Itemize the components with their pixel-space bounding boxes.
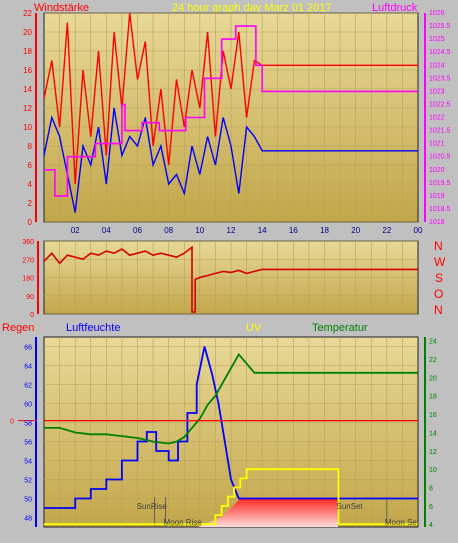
wind-panel-x-tick-label: 10 bbox=[195, 226, 204, 235]
direction-y-tick-label: 270 bbox=[22, 257, 34, 264]
temperature-y-tick-label: 10 bbox=[429, 467, 437, 474]
temperature-y-tick-label: 4 bbox=[429, 522, 433, 529]
wind-y-tick-label: 18 bbox=[23, 47, 32, 56]
wind-panel-x-tick-label: 02 bbox=[71, 226, 80, 235]
compass-label-o: O bbox=[434, 287, 443, 301]
temperature-line bbox=[44, 352, 418, 445]
regen-header: Regen bbox=[2, 322, 34, 334]
pressure-y-tick-label: 1018.5 bbox=[429, 206, 451, 213]
pressure-y-tick-label: 1022 bbox=[429, 115, 445, 122]
humidity-y-tick-label: 60 bbox=[24, 402, 32, 409]
pressure-y-tick-label: 1025 bbox=[429, 36, 445, 43]
wind-panel-x-tick-label: 22 bbox=[382, 226, 391, 235]
temperature-y-tick-label: 24 bbox=[429, 339, 437, 346]
solar-radiation-area bbox=[198, 498, 339, 527]
wind-y-tick-label: 0 bbox=[28, 218, 33, 227]
luftfeuchte-header: Luftfeuchte bbox=[66, 322, 120, 334]
wind-panel-x-tick-label: 18 bbox=[320, 226, 329, 235]
moonrise-marker-label: Moon Rise bbox=[164, 518, 203, 527]
humidity-y-tick-label: 50 bbox=[24, 497, 32, 504]
pressure-y-tick-label: 1023 bbox=[429, 88, 445, 95]
wind-y-tick-label: 16 bbox=[23, 66, 32, 75]
pressure-y-tick-label: 1020.5 bbox=[429, 154, 451, 161]
pressure-y-tick-label: 1019.5 bbox=[429, 180, 451, 187]
sunrise-marker-label: SunRise bbox=[137, 502, 168, 511]
wind-direction-line bbox=[43, 245, 418, 313]
pressure-y-tick-label: 1024 bbox=[429, 62, 445, 69]
wind-y-tick-label: 8 bbox=[28, 142, 33, 151]
wind-y-tick-label: 4 bbox=[28, 180, 33, 189]
temperature-y-tick-label: 16 bbox=[429, 412, 437, 419]
wind-y-tick-label: 6 bbox=[28, 161, 33, 170]
compass-label-n-top: N bbox=[434, 239, 443, 253]
pressure-line bbox=[44, 25, 418, 197]
compass-label-n-bottom: N bbox=[434, 303, 443, 317]
temperature-y-tick-label: 20 bbox=[429, 375, 437, 382]
chart-title: 24 hour graph day Marz 01 2017 bbox=[172, 2, 332, 14]
direction-y-tick-label: 0 bbox=[30, 312, 34, 319]
moonset-marker-label: Moon Set bbox=[385, 518, 420, 527]
pressure-y-tick-label: 1019 bbox=[429, 193, 445, 200]
direction-y-tick-label: 90 bbox=[26, 294, 34, 301]
humidity-y-tick-label: 64 bbox=[24, 364, 32, 371]
temperature-y-tick-label: 12 bbox=[429, 449, 437, 456]
wind-y-tick-label: 20 bbox=[23, 28, 32, 37]
pressure-y-tick-label: 1026 bbox=[429, 10, 445, 17]
wind-panel-x-tick-label: 16 bbox=[289, 226, 298, 235]
temperature-y-tick-label: 22 bbox=[429, 357, 437, 364]
wind-y-tick-label: 22 bbox=[23, 9, 32, 18]
humidity-line bbox=[44, 346, 418, 509]
wind-panel-x-tick-label: 04 bbox=[102, 226, 111, 235]
direction-y-tick-label: 360 bbox=[22, 239, 34, 246]
humidity-y-tick-label: 62 bbox=[24, 383, 32, 390]
uv-header: UV bbox=[246, 322, 262, 334]
pressure-y-tick-label: 1023.5 bbox=[429, 75, 451, 82]
temperature-y-tick-label: 18 bbox=[429, 394, 437, 401]
wind-panel-x-tick-label: 20 bbox=[351, 226, 360, 235]
wind-panel-x-tick-label: 12 bbox=[227, 226, 236, 235]
wind-y-tick-label: 10 bbox=[23, 123, 32, 132]
pressure-y-tick-label: 1021 bbox=[429, 141, 445, 148]
temperature-y-tick-label: 6 bbox=[429, 504, 433, 511]
pressure-y-tick-label: 1025.5 bbox=[429, 23, 451, 30]
pressure-y-tick-label: 1024.5 bbox=[429, 49, 451, 56]
humidity-y-tick-label: 58 bbox=[24, 421, 32, 428]
direction-y-tick-label: 180 bbox=[22, 276, 34, 283]
humidity-y-tick-label: 48 bbox=[24, 516, 32, 523]
humidity-y-tick-label: 66 bbox=[24, 345, 32, 352]
humidity-y-tick-label: 52 bbox=[24, 478, 32, 485]
wind-panel-x-tick-label: 00 bbox=[414, 226, 423, 235]
uv-line bbox=[44, 468, 418, 526]
humidity-y-tick-label: 56 bbox=[24, 440, 32, 447]
temperature-y-tick-label: 14 bbox=[429, 430, 437, 437]
luftdruck-header: Luftdruck bbox=[372, 2, 418, 14]
wind-panel-x-tick-label: 14 bbox=[258, 226, 267, 235]
rain-y-tick-label: 0 bbox=[10, 419, 14, 426]
wind-y-tick-label: 14 bbox=[23, 85, 32, 94]
compass-label-w: W bbox=[434, 255, 446, 269]
pressure-y-tick-label: 1018 bbox=[429, 219, 445, 226]
humidity-y-tick-label: 54 bbox=[24, 459, 32, 466]
wind-y-tick-label: 12 bbox=[23, 104, 32, 113]
wind-panel-x-tick-label: 06 bbox=[133, 226, 142, 235]
wind-panel-x-tick-label: 08 bbox=[164, 226, 173, 235]
wind-y-tick-label: 2 bbox=[28, 199, 33, 208]
pressure-y-tick-label: 1022.5 bbox=[429, 101, 451, 108]
pressure-y-tick-label: 1020 bbox=[429, 167, 445, 174]
compass-label-s: S bbox=[435, 271, 443, 285]
temperature-y-tick-label: 8 bbox=[429, 486, 433, 493]
temperatur-header: Temperatur bbox=[312, 322, 368, 334]
wind-gust-line bbox=[43, 107, 418, 213]
windstaerke-header: Windstärke bbox=[34, 2, 89, 14]
pressure-y-tick-label: 1021.5 bbox=[429, 128, 451, 135]
sunset-marker-label: SunSet bbox=[337, 502, 364, 511]
wind-speed-line bbox=[43, 12, 418, 185]
